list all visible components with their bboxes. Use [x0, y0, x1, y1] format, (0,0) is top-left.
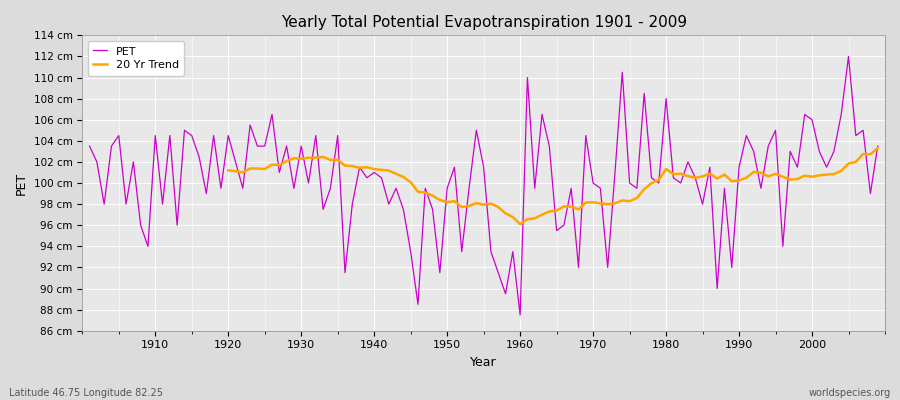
Text: worldspecies.org: worldspecies.org — [809, 388, 891, 398]
20 Yr Trend — [785, 177, 796, 182]
PET — [872, 144, 883, 148]
PET — [142, 244, 153, 249]
Y-axis label: PET: PET — [15, 172, 28, 194]
20 Yr Trend — [682, 174, 693, 178]
Line: 20 Yr Trend: 20 Yr Trend — [229, 148, 878, 224]
PET — [609, 170, 620, 175]
Line: PET: PET — [90, 56, 878, 315]
20 Yr Trend — [223, 168, 234, 173]
PET — [522, 75, 533, 80]
20 Yr Trend — [872, 146, 883, 151]
20 Yr Trend — [310, 155, 321, 160]
PET — [346, 202, 357, 206]
20 Yr Trend — [770, 171, 781, 176]
20 Yr Trend — [420, 190, 431, 195]
PET — [515, 312, 526, 317]
PET — [303, 181, 314, 186]
PET — [843, 54, 854, 59]
PET — [85, 144, 95, 148]
X-axis label: Year: Year — [471, 356, 497, 369]
20 Yr Trend — [850, 160, 861, 164]
20 Yr Trend — [515, 222, 526, 226]
Text: Latitude 46.75 Longitude 82.25: Latitude 46.75 Longitude 82.25 — [9, 388, 163, 398]
PET — [508, 249, 518, 254]
Legend: PET, 20 Yr Trend: PET, 20 Yr Trend — [88, 41, 184, 76]
Title: Yearly Total Potential Evapotranspiration 1901 - 2009: Yearly Total Potential Evapotranspiratio… — [281, 15, 687, 30]
